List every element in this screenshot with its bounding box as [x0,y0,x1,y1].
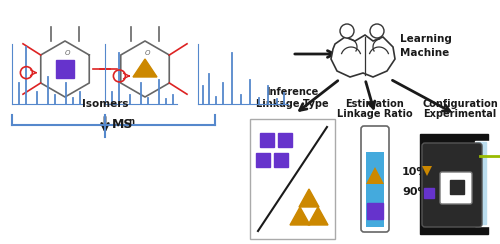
Polygon shape [121,41,169,97]
Text: Experimental: Experimental [424,109,496,119]
Text: Machine: Machine [400,48,449,58]
Bar [450,180,464,194]
Text: 90%: 90% [402,187,428,197]
Text: Learning: Learning [400,34,452,44]
Polygon shape [331,35,395,77]
Circle shape [370,24,384,38]
Text: n: n [128,116,134,125]
Bar [367,203,383,219]
Circle shape [340,24,354,38]
Text: Isomers: Isomers [82,99,128,109]
Polygon shape [366,167,384,184]
Polygon shape [41,41,89,97]
Bar [424,188,434,198]
Bar [56,60,74,78]
Polygon shape [422,166,432,176]
Text: Linkage Ratio: Linkage Ratio [337,109,413,119]
Text: O: O [64,50,70,56]
Polygon shape [299,189,319,207]
Text: MS: MS [112,119,134,132]
Bar [475,141,500,226]
Bar [274,153,288,167]
Text: Linkage Type: Linkage Type [256,99,329,109]
Text: O: O [144,50,150,56]
Polygon shape [133,59,157,77]
Polygon shape [290,207,310,225]
FancyBboxPatch shape [422,143,482,227]
Polygon shape [308,207,328,225]
FancyBboxPatch shape [440,172,472,204]
Bar [256,153,270,167]
Text: 10%: 10% [402,167,428,177]
Bar [420,134,488,234]
Text: Configuration: Configuration [422,99,498,109]
Text: Inference: Inference [266,87,318,97]
Bar [278,133,292,147]
Bar [476,142,486,224]
Bar [250,119,335,239]
Bar [366,152,384,227]
Text: Estimation: Estimation [346,99,405,109]
FancyBboxPatch shape [361,126,389,232]
Bar [260,133,274,147]
